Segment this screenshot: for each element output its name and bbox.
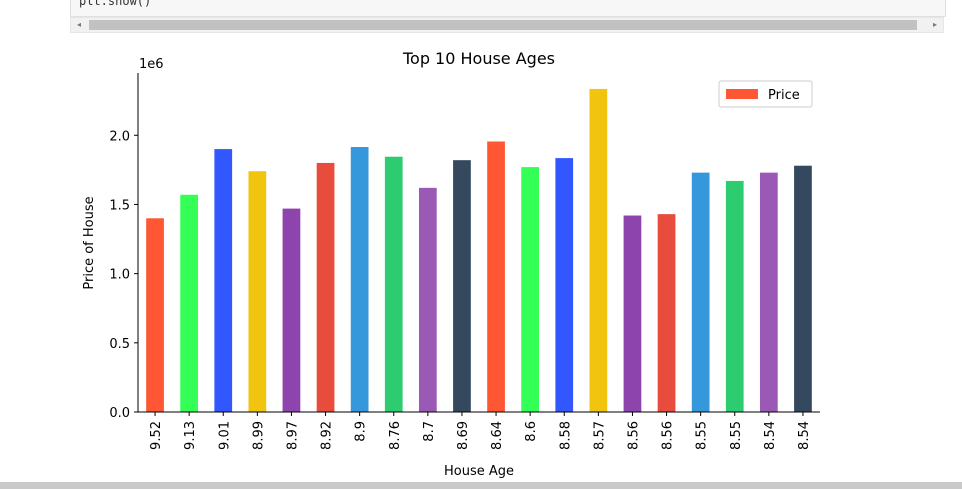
- chart-title: Top 10 House Ages: [402, 49, 555, 68]
- bar-2: [214, 149, 233, 412]
- x-tick-label-1: 9.13: [183, 421, 198, 450]
- bar-9: [453, 160, 471, 412]
- code-cell[interactable]: plt.show(): [70, 0, 946, 17]
- x-tick-label-6: 8.9: [354, 421, 369, 442]
- x-tick-label-8: 8.7: [422, 421, 437, 442]
- bar-0: [146, 218, 164, 412]
- bar-6: [350, 147, 369, 412]
- y-axis-label: Price of House: [82, 196, 97, 289]
- x-tick-label-19: 8.54: [797, 421, 812, 450]
- x-tick-label-3: 8.99: [251, 421, 266, 450]
- x-axis-label: House Age: [444, 464, 514, 479]
- bar-18: [759, 172, 778, 412]
- bar-7: [384, 156, 403, 412]
- bar-10: [487, 141, 505, 413]
- scroll-left-icon[interactable]: ◂: [76, 20, 81, 29]
- bar-11: [521, 167, 540, 412]
- bar-1: [180, 194, 199, 412]
- x-tick-label-16: 8.55: [695, 421, 710, 450]
- bar-13: [589, 88, 608, 413]
- x-tick-label-10: 8.64: [490, 421, 505, 450]
- bar-17: [725, 180, 744, 412]
- legend-swatch: [726, 89, 758, 99]
- horizontal-scrollbar[interactable]: ◂ ▸: [70, 17, 944, 33]
- bar-8: [418, 187, 437, 412]
- scrollbar-thumb[interactable]: [89, 20, 917, 30]
- bar-4: [282, 208, 301, 412]
- bar-5: [316, 162, 335, 412]
- x-tick-label-14: 8.56: [626, 421, 641, 450]
- y-tick-label-1: 0.5: [109, 337, 130, 352]
- x-tick-label-0: 9.52: [149, 421, 164, 450]
- x-tick-label-2: 9.01: [217, 421, 232, 450]
- y-tick-label-2: 1.0: [109, 268, 130, 283]
- x-tick-label-11: 8.6: [524, 421, 539, 442]
- bar-15: [657, 214, 676, 412]
- y-tick-label-0: 0.0: [109, 406, 130, 421]
- scroll-right-icon[interactable]: ▸: [932, 20, 937, 29]
- x-tick-label-15: 8.56: [661, 421, 676, 450]
- x-tick-label-5: 8.92: [320, 421, 335, 450]
- bar-19: [794, 165, 812, 412]
- bar-12: [555, 158, 574, 412]
- y-tick-label-3: 1.5: [109, 198, 130, 213]
- bar-16: [691, 172, 710, 412]
- x-tick-label-9: 8.69: [456, 421, 471, 450]
- legend: Price: [718, 80, 813, 108]
- x-tick-label-17: 8.55: [729, 421, 744, 450]
- y-tick-label-4: 2.0: [109, 129, 130, 144]
- legend-label: Price: [768, 88, 800, 103]
- legend-box: [718, 80, 813, 108]
- bottom-divider: [0, 482, 962, 489]
- x-tick-label-13: 8.57: [592, 421, 607, 450]
- bar-14: [623, 215, 642, 412]
- x-tick-label-7: 8.76: [388, 421, 403, 450]
- code-line: plt.show(): [79, 0, 152, 8]
- bar-3: [248, 171, 267, 412]
- y-offset-label: 1e6: [139, 57, 164, 72]
- x-tick-label-18: 8.54: [763, 421, 778, 450]
- x-tick-label-4: 8.97: [285, 421, 300, 450]
- x-tick-label-12: 8.58: [558, 421, 573, 450]
